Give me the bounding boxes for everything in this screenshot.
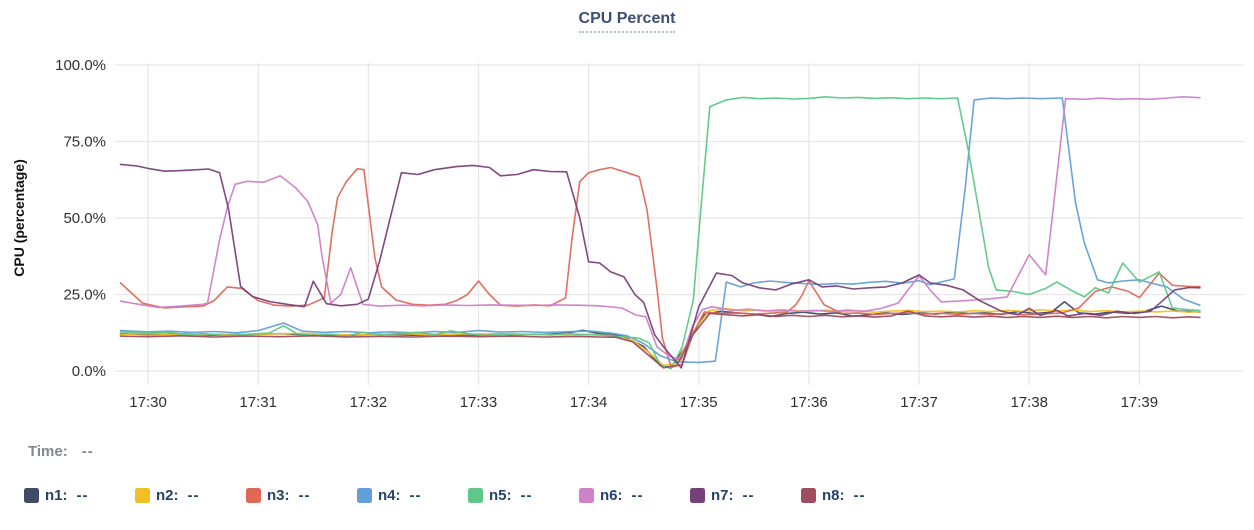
legend-item-n5[interactable]: n5: -- [468, 487, 579, 504]
legend-item-n3[interactable]: n3: -- [246, 487, 357, 504]
legend-value-n6: -- [631, 487, 644, 504]
legend-swatch-n8 [801, 488, 816, 503]
x-tick-label: 17:38 [1010, 394, 1048, 411]
y-axis-title: CPU (percentage) [11, 159, 27, 276]
time-readout: Time: -- [28, 443, 94, 460]
time-value: -- [81, 443, 94, 460]
y-tick-label: 50.0% [63, 210, 106, 227]
x-tick-label: 17:37 [900, 394, 938, 411]
legend-value-n2: -- [187, 487, 200, 504]
series-line-n6 [119, 96, 1201, 361]
series-line-n7 [119, 163, 1201, 369]
series-line-n8 [119, 310, 1201, 369]
y-tick-label: 25.0% [63, 287, 106, 304]
legend-swatch-n5 [468, 488, 483, 503]
legend-value-n3: -- [298, 487, 311, 504]
legend-item-n6[interactable]: n6: -- [579, 487, 690, 504]
legend-label-n7: n7: [711, 487, 734, 504]
y-tick-label: 75.0% [63, 134, 106, 151]
legend-item-n1[interactable]: n1: -- [24, 487, 135, 504]
x-tick-label: 17:33 [460, 394, 498, 411]
y-tick-label: 100.0% [55, 57, 106, 74]
legend-label-n6: n6: [600, 487, 623, 504]
x-tick-label: 17:36 [790, 394, 828, 411]
legend-swatch-n3 [246, 488, 261, 503]
legend-row: n1: -- n2: -- n3: -- n4: -- n5: -- n6: -- n7: -- n8: -- [24, 487, 912, 504]
legend-value-n5: -- [520, 487, 533, 504]
legend-label-n8: n8: [822, 487, 845, 504]
chart-title-text[interactable]: CPU Percent [578, 10, 676, 33]
series-line-n3 [119, 166, 1201, 369]
legend-item-n8[interactable]: n8: -- [801, 487, 912, 504]
legend-label-n4: n4: [378, 487, 401, 504]
legend-swatch-n4 [357, 488, 372, 503]
legend-label-n5: n5: [489, 487, 512, 504]
legend-label-n3: n3: [267, 487, 290, 504]
legend-item-n7[interactable]: n7: -- [690, 487, 801, 504]
legend-swatch-n1 [24, 488, 39, 503]
legend-label-n1: n1: [45, 487, 68, 504]
legend-swatch-n2 [135, 488, 150, 503]
chart-title: CPU Percent [0, 10, 1254, 33]
legend-value-n7: -- [742, 487, 755, 504]
cpu-chart-svg[interactable]: 17:30 17:31 17:32 17:33 17:34 17:35 17:36 17:37… [0, 0, 1254, 424]
x-tick-label: 17:30 [129, 394, 167, 411]
legend-swatch-n7 [690, 488, 705, 503]
legend-value-n4: -- [409, 487, 422, 504]
legend-label-n2: n2: [156, 487, 179, 504]
legend-item-n2[interactable]: n2: -- [135, 487, 246, 504]
plot-area[interactable] [115, 63, 1244, 371]
x-tick-label: 17:34 [570, 394, 608, 411]
legend-item-n4[interactable]: n4: -- [357, 487, 468, 504]
x-tick-label: 17:39 [1121, 394, 1159, 411]
y-tick-label: 0.0% [72, 363, 106, 380]
time-label: Time: [28, 443, 68, 460]
series-line-n5 [119, 96, 1201, 370]
legend-swatch-n6 [579, 488, 594, 503]
legend-value-n1: -- [76, 487, 89, 504]
x-tick-label: 17:35 [680, 394, 718, 411]
x-tick-label: 17:31 [239, 394, 277, 411]
x-tick-label: 17:32 [350, 394, 388, 411]
legend-value-n8: -- [853, 487, 866, 504]
